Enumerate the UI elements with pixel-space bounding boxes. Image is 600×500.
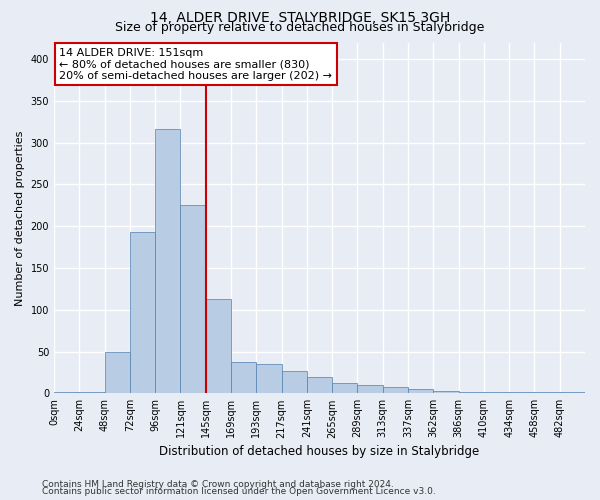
Text: Contains HM Land Registry data © Crown copyright and database right 2024.: Contains HM Land Registry data © Crown c… <box>42 480 394 489</box>
Bar <box>535 392 560 394</box>
Bar <box>332 384 358 394</box>
Bar <box>130 232 155 394</box>
Text: Contains public sector information licensed under the Open Government Licence v3: Contains public sector information licen… <box>42 487 436 496</box>
Bar <box>155 130 181 394</box>
Bar <box>206 299 231 394</box>
Bar <box>181 206 206 394</box>
Bar <box>54 392 79 394</box>
Bar <box>358 385 383 394</box>
Bar <box>281 371 307 394</box>
Text: Size of property relative to detached houses in Stalybridge: Size of property relative to detached ho… <box>115 21 485 34</box>
Bar <box>104 352 130 394</box>
Bar <box>509 392 535 394</box>
Y-axis label: Number of detached properties: Number of detached properties <box>15 130 25 306</box>
Text: 14, ALDER DRIVE, STALYBRIDGE, SK15 3GH: 14, ALDER DRIVE, STALYBRIDGE, SK15 3GH <box>150 11 450 25</box>
Bar <box>484 392 509 394</box>
Bar <box>383 388 408 394</box>
Bar <box>256 364 281 394</box>
Bar <box>408 389 433 394</box>
Bar <box>79 392 104 394</box>
Bar <box>560 392 585 394</box>
Text: 14 ALDER DRIVE: 151sqm
← 80% of detached houses are smaller (830)
20% of semi-de: 14 ALDER DRIVE: 151sqm ← 80% of detached… <box>59 48 332 81</box>
X-axis label: Distribution of detached houses by size in Stalybridge: Distribution of detached houses by size … <box>160 444 479 458</box>
Bar <box>231 362 256 394</box>
Bar <box>433 391 458 394</box>
Bar <box>458 392 484 394</box>
Bar <box>307 376 332 394</box>
